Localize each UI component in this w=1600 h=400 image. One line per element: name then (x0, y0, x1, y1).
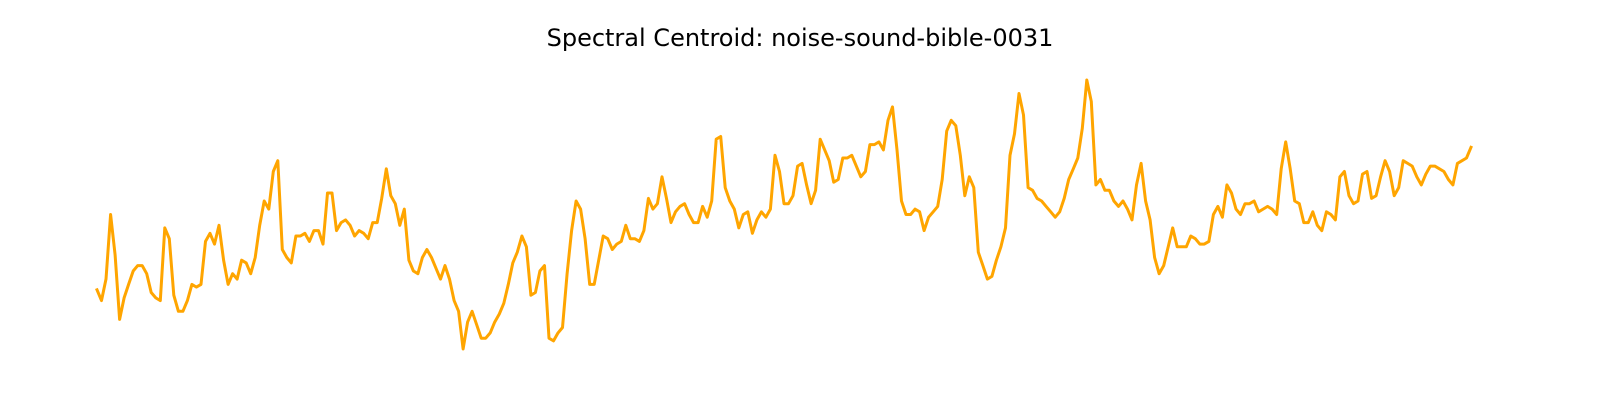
series-line-0 (95, 78, 1473, 351)
chart-title: Spectral Centroid: noise-sound-bible-003… (546, 24, 1054, 52)
